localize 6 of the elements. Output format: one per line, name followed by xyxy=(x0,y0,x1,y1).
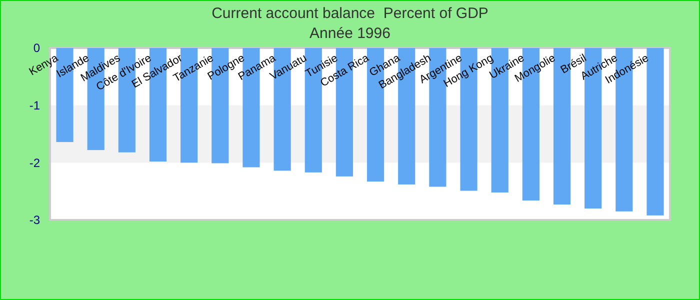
y-tick-label: -1 xyxy=(29,98,40,113)
y-tick-label: -2 xyxy=(29,156,40,170)
chart-subtitle: Année 1996 xyxy=(310,25,390,42)
y-tick-label: 0 xyxy=(33,41,40,56)
y-tick-label: -3 xyxy=(29,213,40,228)
chart-title: Current account balance Percent of GDP xyxy=(212,5,488,22)
